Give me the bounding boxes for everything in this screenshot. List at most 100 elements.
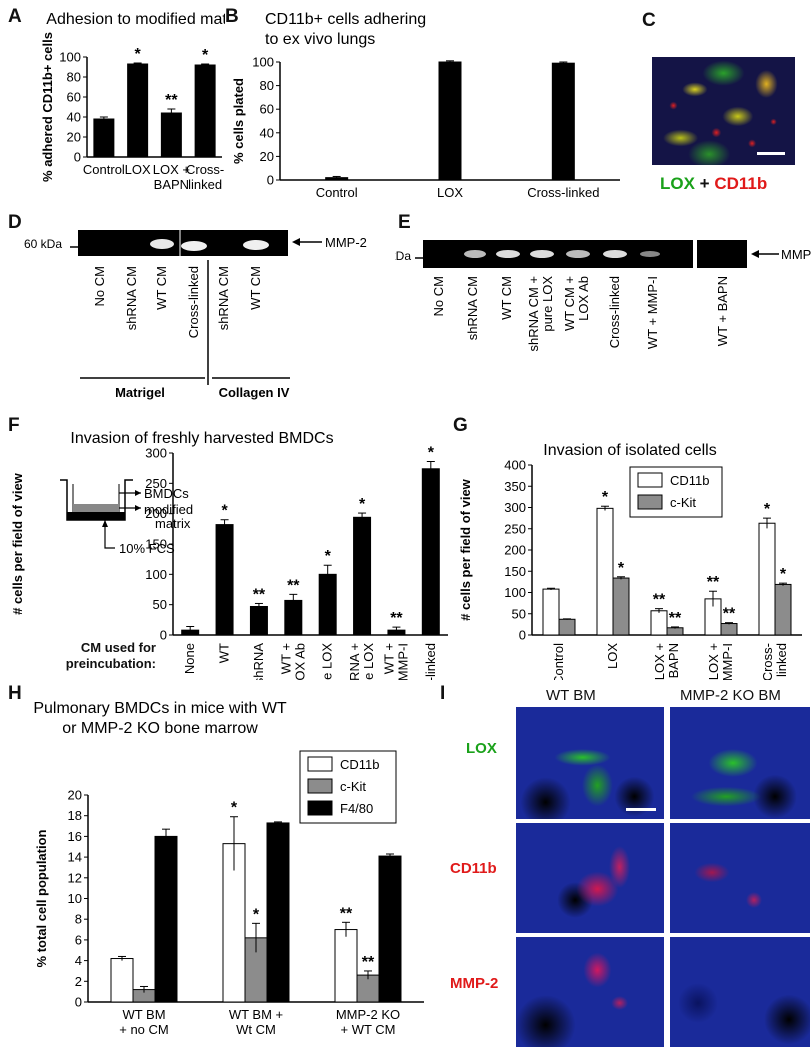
chart-a-ytick-label: 60 <box>67 90 81 105</box>
chart-g-category-label: LOX + <box>706 643 721 680</box>
chart-h-significance: * <box>253 906 260 923</box>
chart-f-ylabel: # cells per field of view <box>10 472 25 614</box>
fcs-chamber <box>67 512 125 520</box>
chart-h-ytick-label: 14 <box>68 850 82 865</box>
chart-g-bar <box>758 522 776 636</box>
chart-g-invasion-isolated: Invasion of isolated cells # cells per fi… <box>458 442 802 680</box>
gel-e-band-label: MMP-2 <box>781 247 811 262</box>
bmdcs-arrowhead <box>135 490 141 496</box>
gel-d-band <box>243 240 269 250</box>
chart-g-bar <box>666 627 684 636</box>
chart-h-ytick-label: 2 <box>75 974 82 989</box>
chart-b-ytick-label: 20 <box>260 149 274 164</box>
chart-b-title: to ex vivo lungs <box>265 31 375 48</box>
chart-f-ytick-label: 100 <box>145 567 167 582</box>
gel-e-lanes-lane-label: Cross-linked <box>607 276 622 348</box>
chart-h-legend-swatch <box>307 800 333 816</box>
gel-d-lanes-lane-label: Cross-linked <box>186 266 201 338</box>
panel-d-gel: 60 kDa MMP-2 No CM shRNA CM WT CM Cross-lin… <box>24 230 367 400</box>
chart-f-significance: * <box>221 503 228 520</box>
chart-g-bar <box>596 507 614 636</box>
chart-b-ex-vivo: CD11b+ cells adhering to ex vivo lungs % c… <box>231 11 620 200</box>
chart-b-ytick-label: 100 <box>252 55 274 70</box>
chart-h-category-label: Wt CM <box>236 1022 276 1037</box>
chart-h-significance: ** <box>340 905 353 922</box>
chart-g-significance: * <box>780 566 787 583</box>
chart-a-bar <box>160 112 182 158</box>
gel-d-kda-label: 60 kDa <box>24 237 62 251</box>
chart-a-significance: * <box>135 46 142 63</box>
chart-a-ytick-label: 40 <box>67 110 81 125</box>
chart-g-ytick-label: 250 <box>504 521 526 536</box>
chart-f-ytick-label: 250 <box>145 476 167 491</box>
gel-e-band <box>566 250 590 258</box>
chart-b-category-label: LOX <box>437 185 463 200</box>
panel-letter-b: B <box>225 6 239 27</box>
chart-f-category-label: None <box>182 643 197 674</box>
panel-i-col-ko: MMP-2 KO BM <box>680 687 781 704</box>
caption-cd11b: CD11b <box>714 174 768 193</box>
gel-d-band <box>150 239 174 249</box>
chart-g-bar <box>612 577 630 636</box>
chart-f-significance: * <box>325 548 332 565</box>
chart-h-legend-label: c-Kit <box>340 779 366 794</box>
chart-f-significance: ** <box>287 577 300 594</box>
chart-f-ytick-label: 150 <box>145 537 167 552</box>
chart-g-legend-label: CD11b <box>670 473 710 488</box>
chart-h-bar <box>154 835 178 1003</box>
chart-a-category-label: BAPN <box>154 177 189 192</box>
gel-e-band <box>496 250 520 258</box>
chart-b-ytick-label: 0 <box>267 173 274 188</box>
gel-e-band <box>603 250 627 258</box>
panel-letter-a: A <box>8 6 22 27</box>
panel-letter-i: I <box>440 683 446 704</box>
chart-g-category-label: Control <box>551 643 566 680</box>
chart-g-legend-swatch <box>637 494 663 510</box>
gel-d-lanes-lane-label: shRNA CM <box>124 266 139 330</box>
gel-e-lanes-lane-label: No CM <box>431 276 446 316</box>
chart-b-title: CD11b+ cells adhering <box>265 11 426 28</box>
chart-g-legend-label: c-Kit <box>670 495 696 510</box>
chart-a-ytick-label: 80 <box>67 70 81 85</box>
chart-f-bar <box>249 605 268 636</box>
chart-g-significance: * <box>764 501 771 518</box>
chart-a-category-label: Control <box>83 162 125 177</box>
chart-a-bar <box>194 64 216 158</box>
chart-h-ytick-label: 6 <box>75 932 82 947</box>
panel-i-row-cd11b: CD11b <box>450 860 497 877</box>
panel-letter-h: H <box>8 683 22 704</box>
chart-h-ytick-label: 4 <box>75 953 82 968</box>
chart-g-significance: * <box>618 560 625 577</box>
inset-fcs-label: 10% FCS <box>119 541 175 553</box>
gel-d-band-label: MMP-2 <box>325 235 367 250</box>
gel-e-lanes-lane-label: LOX Ab <box>576 276 591 321</box>
chart-f-bar <box>421 468 440 636</box>
chart-f-category-label: MMP-I <box>395 643 410 680</box>
chart-g-ytick-label: 150 <box>504 564 526 579</box>
chart-g-category-label: Cross- <box>760 643 775 680</box>
chart-b-bar <box>551 62 575 181</box>
chart-g-category-label: MMP-I <box>720 643 735 680</box>
cm-label-line1: CM used for <box>80 640 156 655</box>
chart-g-category-label: LOX + <box>652 643 667 680</box>
cm-label-line2: preincubation: <box>65 656 156 671</box>
panel-i-row-lox: LOX <box>466 740 497 757</box>
chart-g-ytick-label: 100 <box>504 585 526 600</box>
panel-c-caption: LOX + CD11b <box>660 174 767 194</box>
chart-f-significance: * <box>428 444 435 461</box>
chart-g-bar <box>650 610 668 636</box>
chart-g-ytick-label: 400 <box>504 458 526 473</box>
micro-ko-lox <box>670 707 810 819</box>
chart-a-category-label: LOX <box>125 162 151 177</box>
chart-g-category-label: BAPN <box>666 643 681 678</box>
chart-g-significance: * <box>602 489 609 506</box>
chart-g-bar <box>542 588 560 636</box>
chart-g-category-label: linked <box>774 643 789 677</box>
chart-g-category-label: LOX <box>605 643 620 669</box>
chart-a-bar <box>127 63 149 158</box>
chart-f-ytick-label: 0 <box>160 628 167 643</box>
chart-h-ytick-label: 0 <box>75 995 82 1010</box>
gel-e-band <box>464 250 486 258</box>
chart-a-bar <box>93 118 115 158</box>
chart-f-invasion-bmdcs: Invasion of freshly harvested BMDCs # cel… <box>10 430 448 680</box>
